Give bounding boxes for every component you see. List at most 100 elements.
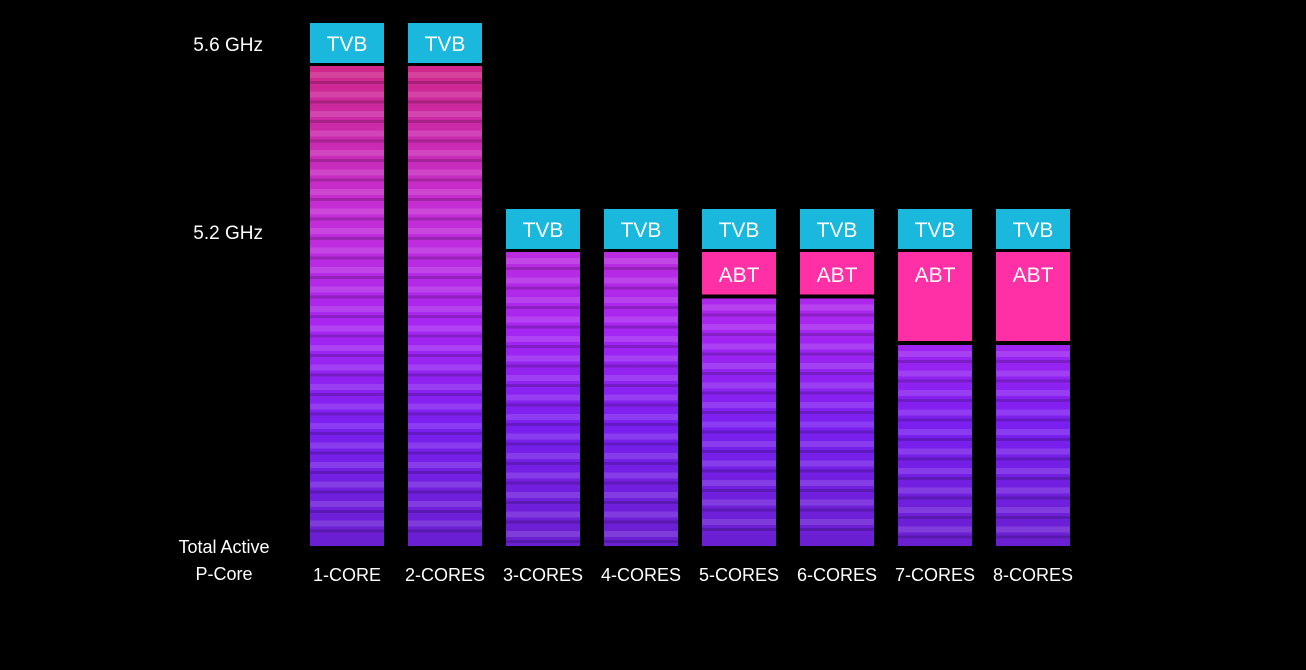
abt-label-8-cores: ABT (1013, 264, 1054, 287)
bar-stripe (408, 228, 482, 234)
bar-stripe-shadow (506, 423, 580, 426)
bar-stripe (702, 382, 776, 389)
bar-stripe (310, 150, 384, 156)
bar-stripe-shadow (310, 412, 384, 416)
bar-stripe (996, 487, 1070, 494)
bar-stripe-shadow (408, 451, 482, 455)
bar-stripe (310, 189, 384, 195)
bar-stripe (800, 460, 874, 467)
tvb-block-6-cores (800, 209, 874, 249)
bar-stripe (702, 421, 776, 428)
bar-stripe-shadow (310, 451, 384, 455)
bar-stripe-shadow (702, 352, 776, 356)
bar-stripe-shadow (310, 510, 384, 513)
bar-stripe-shadow (408, 100, 482, 104)
abt-label-5-cores: ABT (719, 264, 760, 287)
bar-stripe-shadow (408, 81, 482, 84)
bar-stripe-shadow (310, 198, 384, 201)
bar-stripe (996, 390, 1070, 396)
bar-stripe-shadow (408, 159, 482, 162)
tvb-block-8-cores (996, 209, 1070, 249)
bar-stripe-shadow (604, 286, 678, 290)
tvb-block-3-cores (506, 209, 580, 249)
bar-stripe (506, 511, 580, 518)
bar-stripe (898, 370, 972, 377)
bar-stripe-shadow (310, 295, 384, 299)
bar-stripe-shadow (996, 379, 1070, 383)
bar-stripe (408, 520, 482, 527)
bar-stripe-shadow (310, 100, 384, 104)
bar-stripe-shadow (310, 315, 384, 318)
bar-stripe-shadow (604, 501, 678, 504)
x-category-label-2-cores: 2-CORES (405, 565, 485, 585)
bar-stripe-shadow (996, 457, 1070, 461)
bar-stripe (996, 507, 1070, 513)
bar-stripe-shadow (310, 432, 384, 435)
bar-stripe-shadow (604, 325, 678, 329)
bar-stripe-shadow (310, 256, 384, 260)
bar-stripe-shadow (604, 403, 678, 407)
bar-stripe-shadow (702, 391, 776, 395)
bar-stripe (506, 336, 580, 342)
bar-stripe-shadow (996, 360, 1070, 363)
tvb-label-7-cores: TVB (915, 219, 956, 242)
bar-stripe-shadow (408, 120, 482, 123)
bar-stripe-shadow (800, 372, 874, 375)
bar-stripe-shadow (800, 430, 874, 434)
bar-stripe-shadow (408, 373, 482, 377)
bar-stripe (506, 492, 580, 498)
bar-stripe-shadow (408, 432, 482, 435)
bar-stripe-shadow (408, 276, 482, 279)
bar-stripe (898, 429, 972, 435)
bar-stripe (702, 324, 776, 330)
bar-stripe (408, 384, 482, 390)
bar-stripe (604, 277, 678, 284)
bar-stripe (310, 169, 384, 176)
bar-stripe (310, 520, 384, 527)
bar-stripe-shadow (506, 403, 580, 407)
bar-stripe-shadow (310, 178, 384, 182)
bar-stripe-shadow (408, 217, 482, 221)
bar-stripe (604, 297, 678, 303)
bar-stripe (408, 364, 482, 371)
bar-stripe (408, 208, 482, 215)
bar-stripe (506, 531, 580, 537)
bar-stripe-shadow (310, 334, 384, 338)
bar-stripe-shadow (800, 508, 874, 512)
bar-6-cores (800, 298, 874, 546)
bar-stripe (898, 526, 972, 533)
bar-stripe (310, 442, 384, 449)
bar-stripe (898, 351, 972, 357)
bar-5-cores (702, 298, 776, 546)
x-category-label-8-cores: 8-CORES (993, 565, 1073, 585)
y-axis-ticks: 5.6 GHz 5.2 GHz (193, 35, 263, 244)
bar-stripe-shadow (800, 489, 874, 492)
bar-stripe-shadow (898, 360, 972, 363)
tvb-label-8-cores: TVB (1013, 219, 1054, 242)
bar-stripe-shadow (506, 384, 580, 387)
bar-stripe (604, 511, 678, 518)
bar-stripe-shadow (408, 198, 482, 201)
bar-stripe-shadow (702, 430, 776, 434)
bar-stripe (996, 409, 1070, 416)
bar-stripe (800, 421, 874, 428)
bar-stripe (310, 286, 384, 293)
tvb-block-4-cores (604, 209, 678, 249)
boost-tags-group: TVB TVB TVB TVB ABT TVB ABT TVB ABT TVB ABT TVB (310, 23, 1070, 341)
bar-stripe (310, 345, 384, 351)
bar-stripe-shadow (310, 471, 384, 474)
y-tick-label-1: 5.2 GHz (193, 223, 263, 244)
bar-stripe (310, 306, 384, 312)
bar-stripe (898, 468, 972, 474)
bar-stripe (604, 492, 678, 498)
bar-stripe (408, 286, 482, 293)
abt-block-5-cores (702, 252, 776, 295)
bar-stripes-8-cores (996, 351, 1070, 539)
bar-stripe (506, 375, 580, 381)
bar-stripe (310, 481, 384, 488)
bar-stripe (408, 150, 482, 156)
bar-stripe (800, 382, 874, 389)
bar-stripe-shadow (506, 481, 580, 485)
bar-stripe-shadow (506, 325, 580, 329)
bar-stripe-shadow (310, 490, 384, 494)
